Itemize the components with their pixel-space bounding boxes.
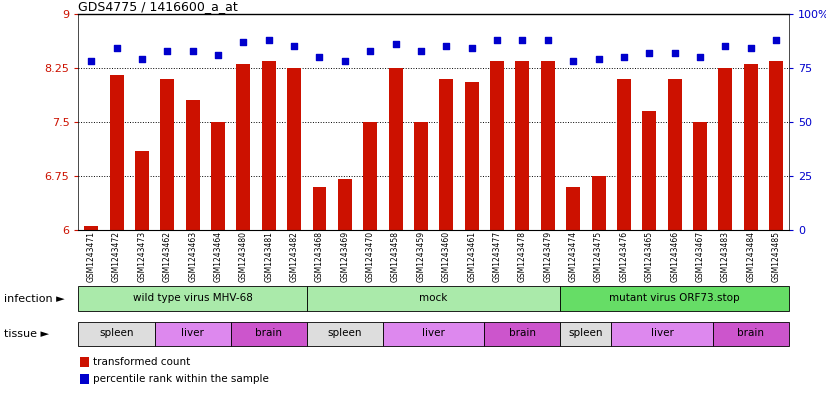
Bar <box>110 75 124 230</box>
Text: wild type virus MHV-68: wild type virus MHV-68 <box>133 293 253 303</box>
Text: spleen: spleen <box>568 329 603 338</box>
Point <box>617 54 630 60</box>
Point <box>262 37 275 43</box>
Bar <box>383 321 484 347</box>
Point <box>313 54 326 60</box>
Bar <box>693 122 707 230</box>
Bar <box>363 122 377 230</box>
Point <box>363 47 377 53</box>
Bar <box>643 111 657 230</box>
Bar <box>135 151 149 230</box>
Point <box>338 58 351 64</box>
Bar <box>566 187 580 230</box>
Bar <box>230 321 306 347</box>
Point <box>719 43 732 49</box>
Point <box>567 58 580 64</box>
Text: spleen: spleen <box>328 329 362 338</box>
Bar <box>262 61 276 230</box>
Text: GDS4775 / 1416600_a_at: GDS4775 / 1416600_a_at <box>78 0 238 13</box>
Point <box>287 43 301 49</box>
Point <box>693 54 706 60</box>
Bar <box>160 79 174 230</box>
Bar <box>236 64 250 230</box>
Bar <box>743 64 757 230</box>
Bar <box>561 286 789 311</box>
Bar <box>465 82 479 230</box>
Bar <box>541 61 555 230</box>
Point <box>135 56 149 62</box>
Point <box>237 39 250 45</box>
Point <box>643 50 656 56</box>
Point <box>668 50 681 56</box>
Text: mutant virus ORF73.stop: mutant virus ORF73.stop <box>610 293 740 303</box>
Point <box>415 47 428 53</box>
Bar <box>84 226 98 230</box>
Point <box>770 37 783 43</box>
Bar <box>617 79 631 230</box>
Point <box>439 43 453 49</box>
Bar <box>713 321 789 347</box>
Bar <box>561 321 611 347</box>
Point <box>541 37 554 43</box>
Text: liver: liver <box>651 329 673 338</box>
Point <box>491 37 504 43</box>
Text: percentile rank within the sample: percentile rank within the sample <box>93 374 268 384</box>
Bar <box>211 122 225 230</box>
Bar <box>306 286 561 311</box>
Bar <box>611 321 713 347</box>
Bar <box>490 61 504 230</box>
Text: transformed count: transformed count <box>93 357 190 367</box>
Text: tissue ►: tissue ► <box>4 329 49 339</box>
Bar <box>515 61 529 230</box>
Bar <box>287 68 301 230</box>
Point <box>389 41 402 47</box>
Text: brain: brain <box>738 329 764 338</box>
Bar <box>312 187 326 230</box>
Bar <box>769 61 783 230</box>
Point <box>515 37 529 43</box>
Bar <box>591 176 605 230</box>
Point <box>744 45 757 51</box>
Bar <box>338 180 352 230</box>
Bar <box>78 286 306 311</box>
Text: brain: brain <box>255 329 282 338</box>
Text: liver: liver <box>422 329 445 338</box>
Bar <box>439 79 453 230</box>
Point <box>186 47 199 53</box>
Bar <box>667 79 681 230</box>
Bar <box>78 321 154 347</box>
Point <box>211 51 225 58</box>
Bar <box>719 68 733 230</box>
Text: infection ►: infection ► <box>4 294 64 304</box>
Bar <box>306 321 383 347</box>
Text: liver: liver <box>181 329 204 338</box>
Point <box>592 56 605 62</box>
Point <box>160 47 173 53</box>
Text: mock: mock <box>420 293 448 303</box>
Text: brain: brain <box>509 329 536 338</box>
Point <box>110 45 123 51</box>
Point <box>465 45 478 51</box>
Bar <box>154 321 230 347</box>
Point <box>84 58 97 64</box>
Bar <box>80 374 89 384</box>
Bar <box>414 122 428 230</box>
Bar <box>484 321 561 347</box>
Bar <box>186 100 200 230</box>
Text: spleen: spleen <box>99 329 134 338</box>
Bar <box>388 68 402 230</box>
Bar <box>80 357 89 367</box>
